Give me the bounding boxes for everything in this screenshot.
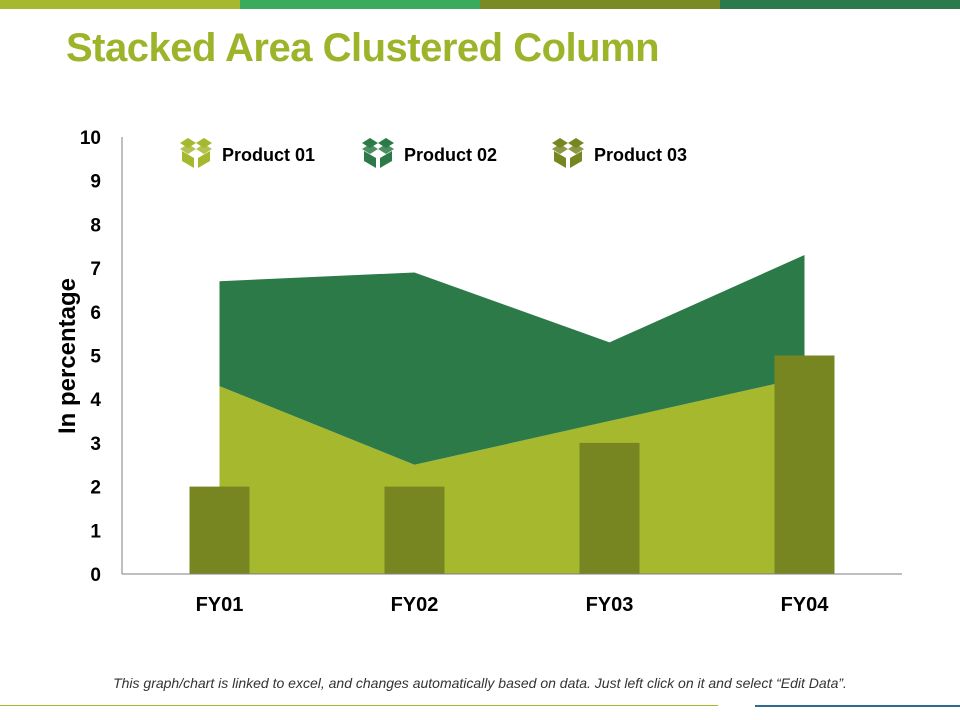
box-icon [180, 138, 212, 168]
box-flap [362, 138, 378, 148]
legend-label: Product 03 [594, 145, 687, 165]
bar-fy03 [579, 442, 640, 574]
box-flap [378, 138, 394, 148]
legend-label: Product 02 [404, 145, 497, 165]
legend-label: Product 01 [222, 145, 315, 165]
box-side [570, 151, 582, 168]
y-tick-label: 5 [90, 347, 101, 368]
box-flap [568, 144, 584, 154]
y-tick-label: 2 [90, 478, 101, 499]
x-tick-label: FY03 [586, 594, 634, 616]
chart-axes: 0 1 2 3 4 5 6 7 8 9 10 FY01 FY02 FY03 FY04 [80, 128, 902, 616]
footnote: This graph/chart is linked to excel, and… [113, 675, 847, 691]
x-tick-label: FY04 [781, 594, 830, 616]
top-accent-segment-2 [240, 0, 480, 9]
area-series-1 [219, 377, 805, 574]
y-tick-label: 10 [80, 128, 101, 149]
y-tick-label: 4 [90, 390, 101, 411]
box-side [182, 151, 194, 168]
bar-fy04 [774, 355, 835, 574]
legend-item: Product 02 [362, 138, 497, 168]
box-side [554, 151, 566, 168]
legend-item: Product 01 [180, 138, 315, 168]
y-tick-label: 9 [90, 172, 101, 193]
box-flap [552, 144, 568, 154]
box-icon [362, 138, 394, 168]
box-flap [196, 138, 212, 148]
legend-item: Product 03 [552, 138, 687, 168]
area-series-2 [219, 254, 805, 465]
y-tick-label: 1 [90, 521, 101, 542]
bottom-rule-left [0, 705, 718, 706]
page-title: Stacked Area Clustered Column [66, 26, 660, 70]
bottom-rule-right [755, 705, 960, 707]
bar-fy01 [189, 486, 250, 574]
y-tick-label: 7 [90, 259, 101, 280]
box-icon [552, 138, 584, 168]
y-tick-label: 3 [90, 434, 101, 455]
box-flap [180, 144, 196, 154]
top-accent-bar [0, 0, 960, 9]
bar-fy02 [384, 486, 445, 574]
chart-areas [219, 254, 805, 574]
chart-legend: Product 01 Product 02 Product 03 [180, 138, 687, 168]
y-tick-label: 8 [90, 215, 101, 236]
box-flap [196, 144, 212, 154]
y-tick-label: 0 [90, 565, 101, 586]
x-tick-label: FY01 [196, 594, 244, 616]
chart-bars [189, 355, 835, 574]
y-tick-label: 6 [90, 303, 101, 324]
y-axis-label: In percentage [54, 278, 81, 434]
box-flap [552, 138, 568, 148]
box-flap [568, 138, 584, 148]
box-flap [180, 138, 196, 148]
top-accent-segment-3 [480, 0, 720, 9]
x-tick-label: FY02 [391, 594, 439, 616]
box-side [364, 151, 376, 168]
box-side [380, 151, 392, 168]
box-flap [362, 144, 378, 154]
box-side [198, 151, 210, 168]
top-accent-segment-1 [0, 0, 240, 9]
box-flap [378, 144, 394, 154]
top-accent-segment-4 [720, 0, 960, 9]
